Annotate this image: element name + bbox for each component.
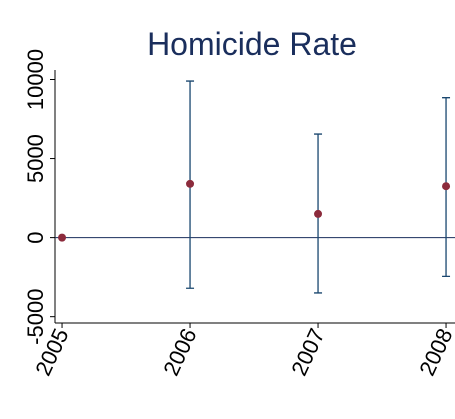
chart-title: Homicide Rate bbox=[147, 26, 357, 62]
point bbox=[186, 179, 195, 188]
point bbox=[442, 182, 451, 191]
y-tick-label: 10000 bbox=[23, 49, 48, 110]
y-tick-label: 5000 bbox=[23, 134, 48, 183]
y-tick-label: 0 bbox=[23, 231, 48, 243]
point bbox=[58, 233, 67, 242]
point bbox=[314, 209, 323, 218]
y-tick-label: -5000 bbox=[23, 289, 48, 345]
